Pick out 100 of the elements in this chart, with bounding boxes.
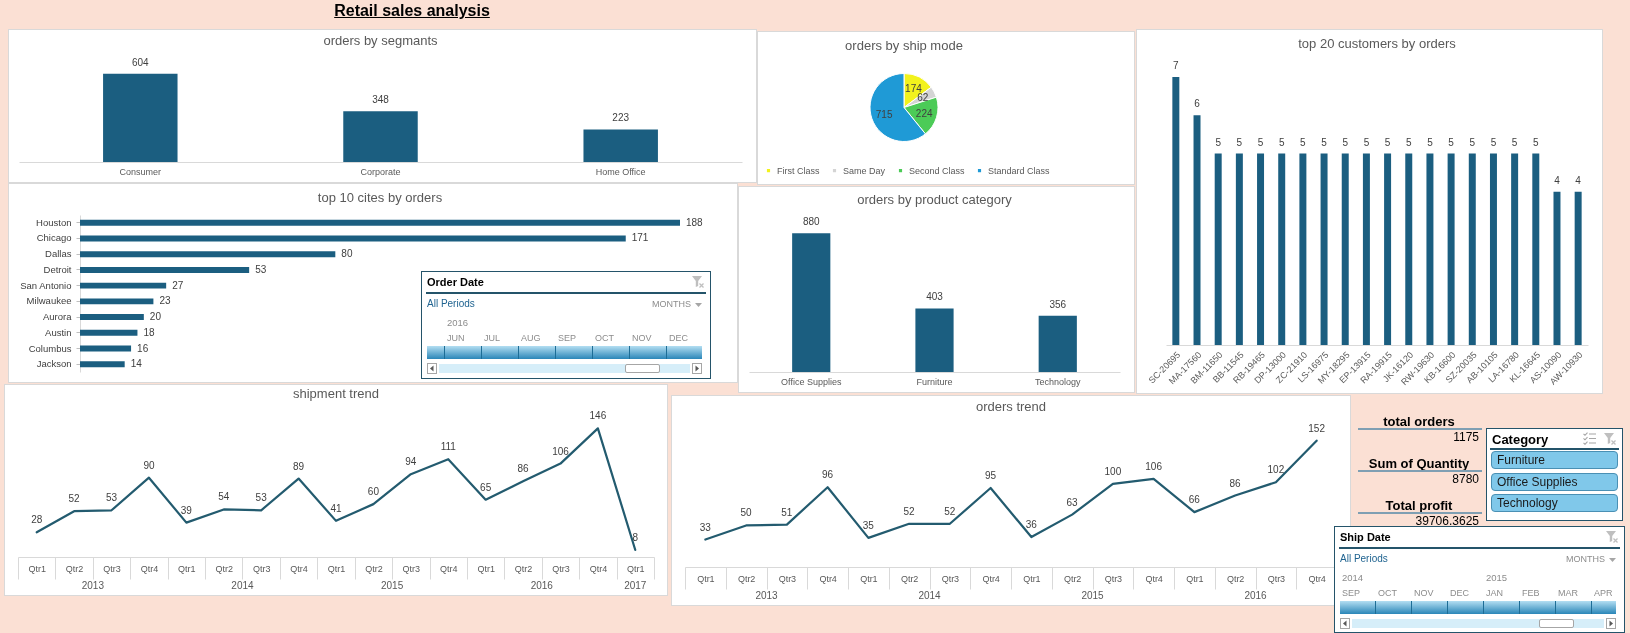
chart-title: orders by segmants	[323, 32, 439, 48]
x-tick-label: Qtr1	[178, 563, 196, 574]
y-tick-label: Houston	[36, 216, 72, 228]
x-tick-label: Qtr3	[402, 563, 421, 574]
x-tick-label: Qtr4	[819, 573, 837, 584]
x-tick-label: Technology	[1034, 376, 1082, 387]
category-label: FEB	[1522, 588, 1540, 599]
bar	[1299, 153, 1307, 345]
data-label: 223	[612, 112, 630, 124]
text: 2015	[380, 580, 404, 591]
category-label: Furniture	[1497, 453, 1546, 468]
category-label: SEP	[558, 333, 577, 344]
data-label: 152	[1308, 422, 1326, 434]
chart-title: shipment trend	[293, 386, 379, 402]
y-tick-label: Jackson	[36, 358, 72, 370]
data-label: 7	[1173, 60, 1180, 71]
category-label: OCT	[1378, 588, 1397, 599]
data-label: 1175	[1453, 430, 1479, 444]
data-label: 5	[1321, 136, 1328, 148]
data-label: 5	[1405, 136, 1412, 148]
x-tick-label: Qtr2	[900, 573, 919, 584]
slicer-button: Furniture	[1491, 451, 1618, 469]
legend-label: Same Day	[843, 165, 886, 176]
text: 2013	[755, 590, 779, 601]
data-label: 146	[589, 410, 607, 422]
data-label: 5	[1342, 136, 1349, 148]
text: 2016	[447, 317, 469, 328]
x-tick-label: Qtr2	[215, 563, 234, 574]
category-label: NOV	[1414, 588, 1434, 599]
y-tick-label: San Antonio	[20, 279, 72, 291]
data-label: 5	[1278, 136, 1285, 148]
data-label: 53	[255, 492, 268, 504]
chart-title: orders by product category	[857, 192, 1013, 208]
data-label: 53	[105, 492, 118, 504]
data-label: 5	[1236, 136, 1243, 148]
bar	[1489, 153, 1497, 345]
data-label: 188	[686, 216, 704, 228]
data-label: 100	[1104, 465, 1122, 477]
text: 2015	[1486, 572, 1508, 583]
bar	[1426, 153, 1434, 345]
x-tick-label: Qtr3	[778, 573, 797, 584]
data-label: 604	[131, 56, 150, 68]
x-tick-label: Qtr2	[1063, 573, 1082, 584]
x-tick-label: Qtr1	[28, 563, 46, 574]
bar	[1362, 153, 1370, 345]
x-tick-label: Qtr1	[327, 563, 346, 574]
data-label: 5	[1384, 136, 1391, 148]
category-label: JAN	[1486, 588, 1504, 599]
data-label: 36	[1025, 519, 1038, 531]
data-label: 86	[517, 463, 530, 475]
bar	[1574, 191, 1582, 345]
x-tick-label: Qtr3	[252, 563, 271, 574]
x-tick-label: Qtr2	[365, 563, 383, 574]
text: 2016	[530, 580, 554, 591]
data-label: 51	[781, 506, 793, 518]
data-label: 60	[367, 486, 380, 498]
data-label: 89	[293, 460, 305, 472]
bar	[80, 298, 154, 305]
bar	[1320, 153, 1328, 345]
data-label: 66	[1188, 494, 1201, 506]
x-tick-label: Qtr3	[941, 573, 960, 584]
data-label: 16	[137, 342, 149, 354]
bar	[1172, 77, 1180, 345]
category-label: DEC	[1450, 588, 1470, 599]
bar	[1384, 153, 1392, 345]
data-label: 80	[341, 248, 353, 260]
data-label: 5	[1257, 136, 1264, 148]
data-label: 39	[180, 504, 193, 516]
data-label: 50	[740, 507, 753, 519]
x-tick-label: Qtr1	[627, 563, 645, 574]
data-label: 174	[905, 82, 923, 94]
category-label: Office Supplies	[1497, 474, 1578, 490]
text: 2014	[1342, 572, 1364, 583]
text: 2014	[231, 580, 255, 591]
data-label: 53	[255, 263, 267, 275]
data-label: 5	[1300, 136, 1307, 148]
data-label: 62	[917, 91, 929, 103]
data-label: 54	[218, 491, 230, 503]
text: 2014	[918, 590, 942, 601]
x-tick-label: Qtr1	[1023, 573, 1041, 584]
x-tick-label: Office Supplies	[781, 376, 842, 387]
bar	[80, 235, 626, 242]
legend-label: First Class	[777, 165, 820, 176]
slicer-button: Technology	[1491, 494, 1618, 512]
bar	[1511, 153, 1519, 345]
x-tick-label: Qtr4	[1145, 573, 1163, 584]
category-label: APR	[1594, 588, 1613, 599]
data-label: 102	[1267, 464, 1285, 476]
x-tick-label: Qtr4	[1308, 573, 1326, 584]
bar	[1193, 115, 1201, 345]
data-label: 106	[1145, 460, 1163, 472]
bar	[1553, 191, 1561, 345]
bar	[80, 266, 250, 273]
data-label: 5	[1427, 136, 1434, 148]
data-label: 5	[1511, 136, 1518, 148]
category-label: AUG	[521, 333, 541, 344]
annotation: All Periods	[427, 298, 475, 310]
data-label: 224	[915, 107, 933, 119]
data-label: 111	[440, 441, 457, 453]
x-tick-label: Furniture	[916, 376, 953, 387]
